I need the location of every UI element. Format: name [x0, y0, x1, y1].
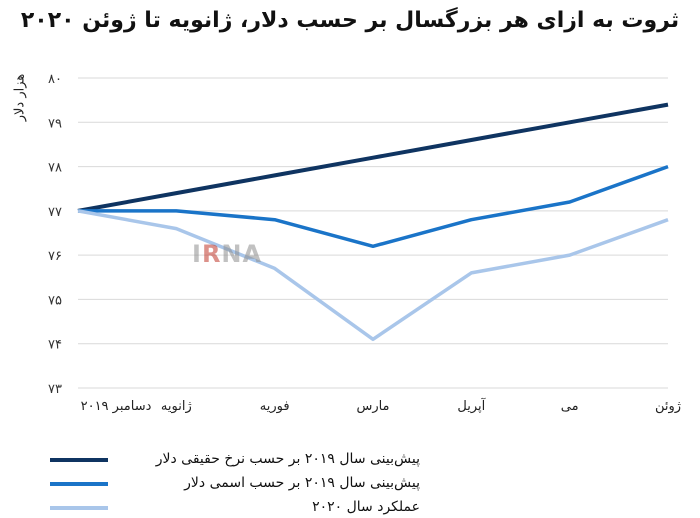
x-tick-label: ژوئن [655, 399, 681, 414]
y-tick-label: ۷۷ [48, 205, 62, 220]
series-line-3 [77, 209, 669, 342]
legend-label-3: عملکرد سال ۲۰۲۰ [312, 499, 420, 515]
irna-watermark: IRNA [192, 240, 263, 268]
legend-swatch-3 [50, 506, 108, 510]
legend-swatch-2 [50, 482, 108, 486]
x-tick-label: دسامبر ۲۰۱۹ [81, 399, 152, 414]
chart-title: ثروت به ازای هر بزرگسال بر حسب دلار، ژان… [20, 8, 680, 33]
legend-item: عملکرد سال ۲۰۲۰ [40, 496, 420, 518]
y-tick-label: ۷۸ [48, 161, 62, 176]
legend-label-2: پیش‌بینی سال ۲۰۱۹ بر حسب اسمی دلار [184, 475, 420, 491]
y-tick-label: ۸۰ [48, 72, 62, 87]
legend-label-1: پیش‌بینی سال ۲۰۱۹ بر حسب نرخ حقیقی دلار [155, 451, 420, 467]
legend-swatch-1 [50, 458, 108, 462]
legend-item: پیش‌بینی سال ۲۰۱۹ بر حسب نرخ حقیقی دلار [40, 448, 420, 470]
x-tick-label: می [561, 399, 579, 414]
x-tick-label: ژانویه [161, 399, 192, 414]
y-tick-label: ۷۹ [48, 116, 62, 131]
series-line-1 [77, 102, 669, 213]
x-tick-label: آپریل [457, 397, 486, 414]
x-tick-label: مارس [356, 399, 389, 414]
y-tick-label: ۷۵ [48, 293, 62, 308]
y-tick-label: ۷۳ [48, 382, 62, 397]
legend-item: پیش‌بینی سال ۲۰۱۹ بر حسب اسمی دلار [40, 472, 420, 494]
x-tick-label: فوریه [260, 399, 290, 414]
series-line-2 [78, 164, 669, 249]
y-tick-label: ۷۶ [48, 249, 62, 264]
y-tick-label: ۷۴ [48, 338, 62, 353]
